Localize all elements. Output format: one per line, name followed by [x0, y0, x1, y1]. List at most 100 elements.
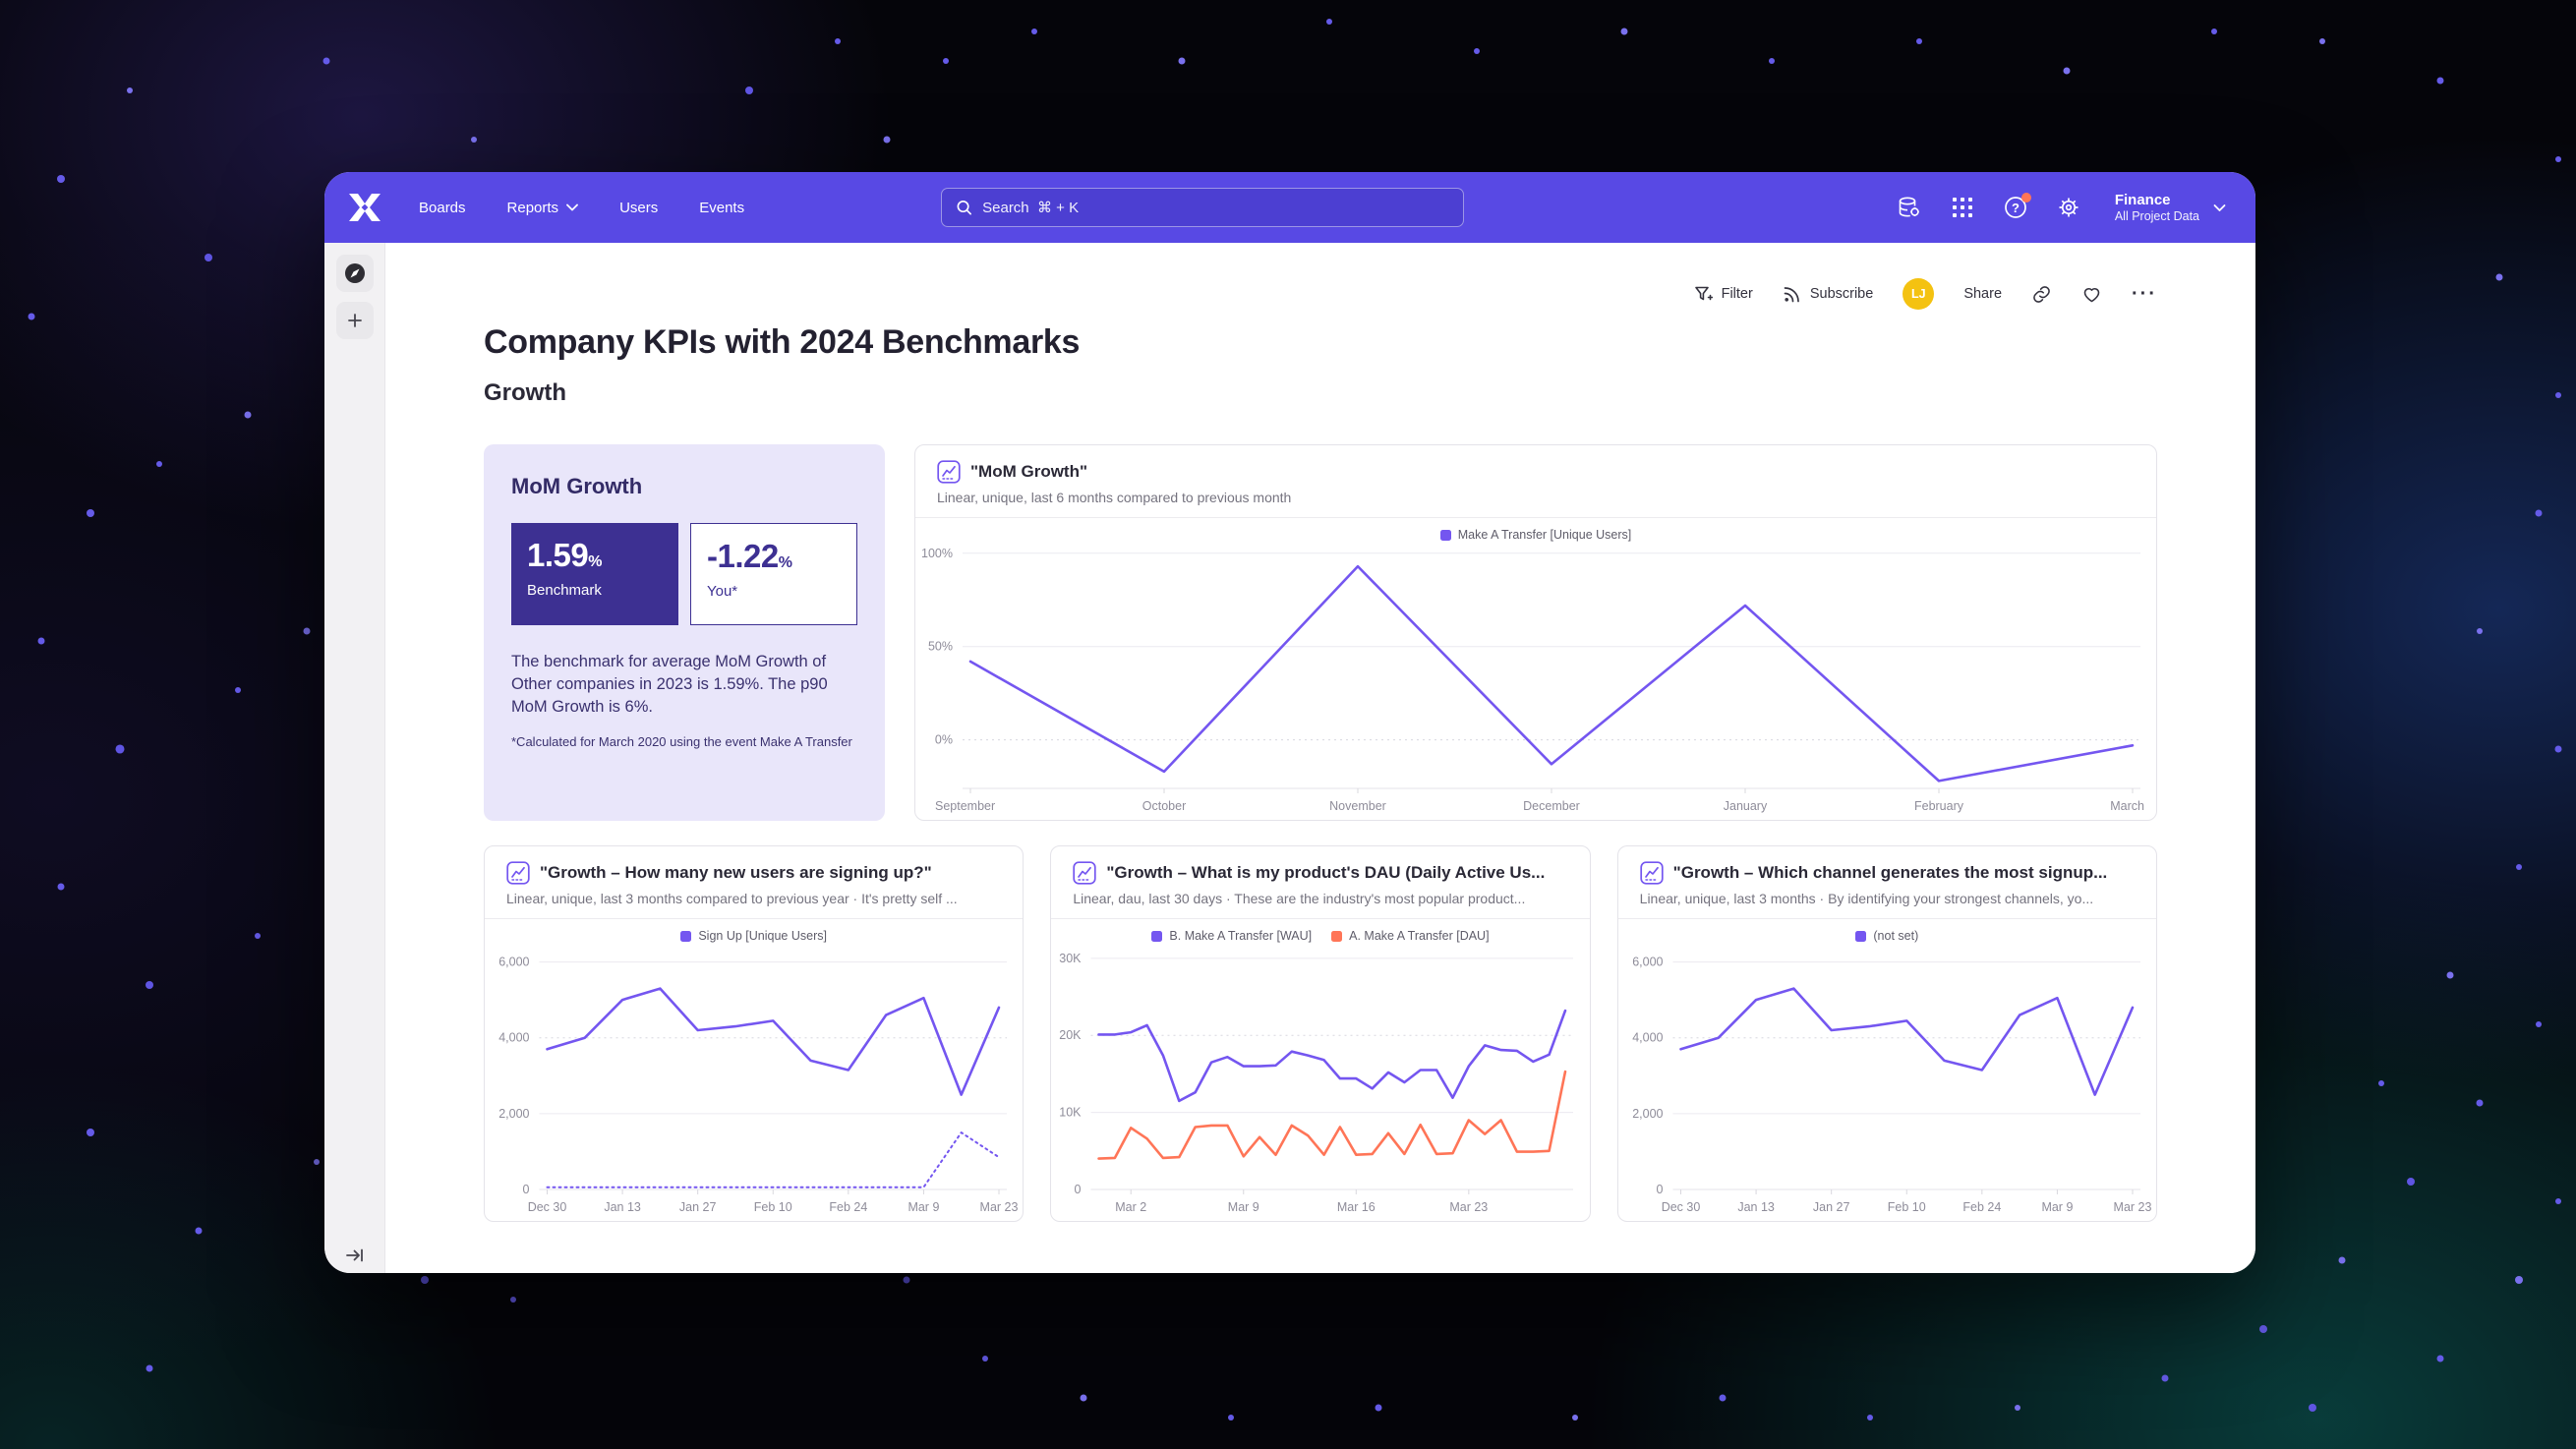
- favorite-button[interactable]: [2081, 284, 2102, 305]
- svg-text:Jan 27: Jan 27: [679, 1200, 717, 1214]
- nav-item-reports[interactable]: Reports: [507, 200, 579, 216]
- signup-channel-line-chart[interactable]: 6,000 4,000 2,000 0 Dec 30 Jan 13 Jan 27 Feb 10…: [1618, 943, 2156, 1221]
- chevron-down-icon: [566, 203, 578, 211]
- notification-dot: [2020, 193, 2031, 203]
- svg-text:Dec 30: Dec 30: [1661, 1200, 1700, 1214]
- chevron-down-icon: [2213, 203, 2226, 211]
- nav-item-boards[interactable]: Boards: [419, 199, 466, 216]
- svg-text:Mar 23: Mar 23: [980, 1200, 1019, 1214]
- boards-navigator-button[interactable]: [335, 255, 374, 292]
- chart-legend: Make A Transfer [Unique Users]: [915, 528, 2156, 542]
- plus-icon: [347, 314, 362, 327]
- search-icon: [957, 201, 972, 215]
- svg-text:Feb 24: Feb 24: [829, 1200, 867, 1214]
- subscribe-button[interactable]: Subscribe: [1783, 285, 1873, 304]
- benchmark-unit: %: [588, 553, 603, 570]
- new-users-line-chart[interactable]: 6,000 4,000 2,000 0 Dec 30 Jan 13 Jan 27 Feb 10…: [485, 943, 1023, 1221]
- chart-card-mom-growth: "MoM Growth" Linear, unique, last 6 mont…: [914, 444, 2157, 821]
- you-label: You*: [706, 583, 738, 600]
- svg-text:October: October: [1142, 799, 1186, 813]
- chart-card-dau: "Growth – What is my product's DAU (Dail…: [1050, 845, 1591, 1222]
- chart-title-link[interactable]: "Growth – What is my product's DAU (Dail…: [1106, 863, 1546, 882]
- app-window: Boards Reports Users Events: [324, 172, 2255, 1273]
- legend-label: A. Make A Transfer [DAU]: [1349, 929, 1490, 943]
- legend-item[interactable]: B. Make A Transfer [WAU]: [1151, 929, 1312, 943]
- help-icon[interactable]: ?: [2003, 193, 2031, 220]
- svg-text:20K: 20K: [1060, 1028, 1083, 1042]
- dau-line-chart[interactable]: 30K 20K 10K 0 Mar 2 Mar 9 Mar 16 Mar 23: [1051, 943, 1589, 1221]
- search-input[interactable]: [982, 199, 1450, 216]
- chart-title-link[interactable]: "Growth – How many new users are signing…: [540, 863, 932, 882]
- svg-text:March: March: [2110, 799, 2144, 813]
- legend-item[interactable]: Sign Up [Unique Users]: [680, 929, 827, 943]
- legend-swatch: [1331, 930, 1343, 942]
- svg-text:0: 0: [523, 1183, 530, 1196]
- avatar[interactable]: LJ: [1903, 278, 1935, 310]
- nav-item-events[interactable]: Events: [699, 199, 745, 216]
- benchmark-value: 1.59: [527, 537, 589, 573]
- mom-growth-line-chart[interactable]: 100% 50% 0% September October November Decembe…: [915, 542, 2156, 820]
- svg-text:4,000: 4,000: [1632, 1031, 1663, 1045]
- dashboard-content: Filter Subscribe LJ Share: [385, 243, 2255, 1273]
- board-toolbar: Filter Subscribe LJ Share: [484, 278, 2157, 310]
- filter-button[interactable]: Filter: [1694, 285, 1753, 304]
- chart-card-signup-channel: "Growth – Which channel generates the mo…: [1616, 845, 2157, 1222]
- benchmark-footnote: *Calculated for March 2020 using the eve…: [511, 734, 852, 750]
- svg-text:2,000: 2,000: [1632, 1107, 1663, 1121]
- line-chart-icon: [1073, 861, 1096, 885]
- more-options-button[interactable]: ···: [2132, 283, 2157, 306]
- svg-text:?: ?: [2012, 201, 2020, 215]
- copy-link-button[interactable]: [2031, 284, 2052, 305]
- svg-text:0: 0: [1075, 1183, 1082, 1196]
- add-board-button[interactable]: [335, 302, 374, 339]
- svg-text:6,000: 6,000: [1632, 956, 1663, 969]
- svg-text:2,000: 2,000: [498, 1107, 529, 1121]
- svg-text:0%: 0%: [935, 733, 953, 747]
- chart-title-link[interactable]: "Growth – Which channel generates the mo…: [1672, 863, 2108, 882]
- line-chart-icon: [506, 861, 530, 885]
- chart-subtitle: Linear, unique, last 3 months · By ident…: [1639, 891, 2094, 906]
- you-value: -1.22: [706, 538, 779, 574]
- settings-gear-icon[interactable]: [2056, 195, 2081, 220]
- legend-item[interactable]: A. Make A Transfer [DAU]: [1331, 929, 1490, 943]
- svg-text:50%: 50%: [928, 640, 953, 654]
- filter-icon: [1694, 286, 1713, 300]
- project-name: Finance: [2114, 191, 2171, 208]
- svg-text:Mar 9: Mar 9: [1228, 1200, 1259, 1214]
- svg-text:Mar 23: Mar 23: [1450, 1200, 1489, 1214]
- line-chart-icon: [937, 460, 961, 484]
- top-nav: Boards Reports Users Events: [324, 172, 2255, 243]
- benchmark-card-title: MoM Growth: [511, 474, 643, 498]
- compass-icon: [344, 263, 365, 283]
- legend-swatch: [1151, 930, 1163, 942]
- legend-label: B. Make A Transfer [WAU]: [1169, 929, 1313, 943]
- benchmark-description: The benchmark for average MoM Growth of …: [511, 653, 828, 716]
- data-management-icon[interactable]: [1897, 195, 1922, 220]
- project-switcher[interactable]: Finance All Project Data: [2114, 191, 2226, 224]
- left-sidebar: [324, 243, 385, 1273]
- chart-legend: B. Make A Transfer [WAU] A. Make A Transf…: [1051, 929, 1589, 943]
- svg-text:Mar 16: Mar 16: [1337, 1200, 1376, 1214]
- legend-item[interactable]: (not set): [1855, 929, 1918, 943]
- legend-swatch: [1439, 529, 1451, 541]
- chart-card-new-users: "Growth – How many new users are signing…: [484, 845, 1025, 1222]
- chart-subtitle: Linear, unique, last 3 months compared t…: [506, 891, 958, 906]
- apps-grid-icon[interactable]: [1950, 195, 1975, 220]
- section-title: Growth: [484, 379, 566, 406]
- link-icon: [2033, 285, 2050, 303]
- nav-item-users[interactable]: Users: [619, 199, 659, 216]
- chart-title-link[interactable]: "MoM Growth": [970, 462, 1088, 481]
- legend-label: Sign Up [Unique Users]: [698, 929, 827, 943]
- mixpanel-logo-icon[interactable]: [348, 193, 381, 222]
- legend-label: Make A Transfer [Unique Users]: [1457, 528, 1632, 542]
- legend-item[interactable]: Make A Transfer [Unique Users]: [1439, 528, 1632, 542]
- rss-icon: [1784, 286, 1799, 302]
- svg-text:November: November: [1329, 799, 1386, 813]
- share-button[interactable]: Share: [1963, 286, 2002, 302]
- benchmark-card: MoM Growth 1.59% Benchmark -1.22% You* T…: [484, 444, 885, 821]
- chart-legend: Sign Up [Unique Users]: [485, 929, 1023, 943]
- svg-text:Jan 13: Jan 13: [604, 1200, 641, 1214]
- expand-sidebar-button[interactable]: [324, 1247, 384, 1263]
- project-scope: All Project Data: [2114, 209, 2199, 224]
- search-bar[interactable]: [941, 188, 1465, 227]
